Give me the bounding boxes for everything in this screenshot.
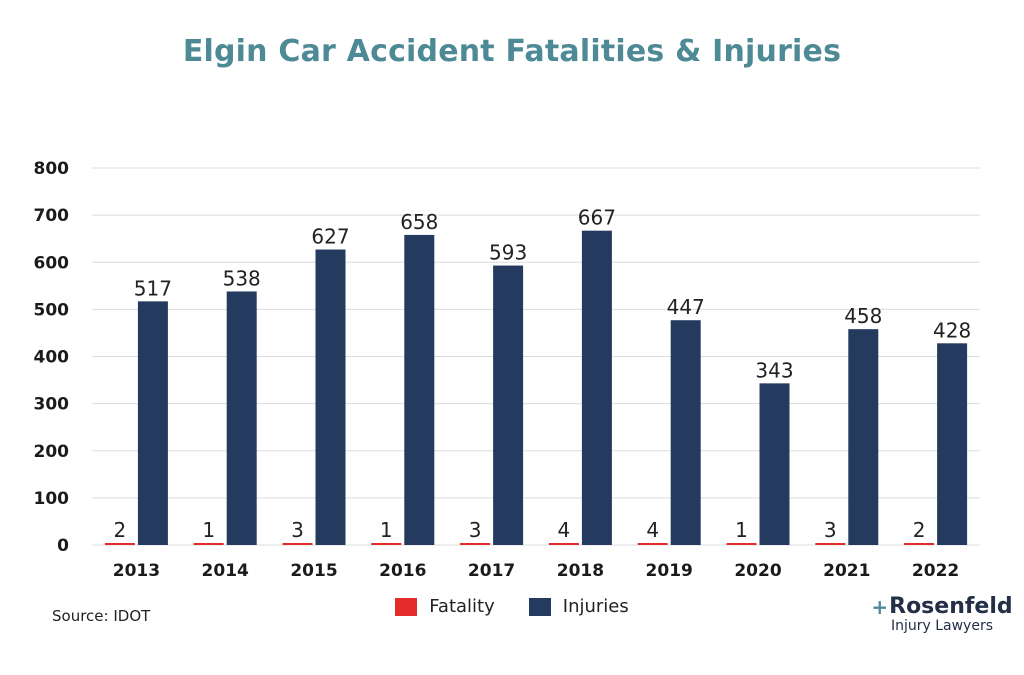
bar-fatality-2017 [460,543,491,545]
data-label-fatality-2013: 2 [114,518,127,542]
x-tick-label: 2022 [912,561,959,581]
bar-injuries-2014 [226,291,257,545]
x-tick-label: 2016 [379,561,426,581]
legend: Fatality Injuries [0,596,1024,617]
legend-item-fatality: Fatality [395,596,495,617]
x-tick-label: 2015 [290,561,337,581]
data-label-fatality-2021: 3 [824,518,837,542]
y-tick-label: 100 [34,489,70,509]
x-tick-label: 2019 [646,561,693,581]
x-tick-label: 2018 [557,561,604,581]
bar-injuries-2021 [848,329,879,545]
bar-fatality-2018 [548,543,579,545]
bar-fatality-2016 [371,543,402,545]
logo: + Rosenfeld Injury Lawyers [871,596,1012,635]
bar-fatality-2022 [904,543,935,545]
bar-injuries-2020 [759,383,790,545]
x-tick-label: 2017 [468,561,515,581]
y-tick-label: 200 [34,442,70,462]
legend-label-fatality: Fatality [429,596,495,617]
y-tick-label: 0 [57,536,69,556]
data-label-injuries-2017: 593 [489,241,527,265]
bar-fatality-2013 [104,543,135,545]
bar-fatality-2020 [726,543,757,545]
logo-cross-icon: + [871,595,889,619]
source-note: Source: IDOT [52,607,151,625]
data-label-fatality-2015: 3 [291,518,304,542]
bar-injuries-2016 [404,234,435,546]
data-label-injuries-2015: 627 [311,225,349,249]
x-tick-label: 2014 [202,561,249,581]
bar-fatality-2014 [193,543,224,545]
bar-injuries-2015 [315,249,346,545]
chart-title: Elgin Car Accident Fatalities & Injuries [182,34,842,69]
legend-swatch-injuries [528,597,551,616]
y-tick-label: 500 [34,300,70,320]
bars [104,230,968,546]
y-tick-label: 800 [34,159,70,179]
data-labels: 2 517 1 538 3 627 1 658 3 593 4 667 4 447 1 343 3 458 2 428 [114,206,972,542]
data-label-injuries-2020: 343 [755,358,793,382]
data-label-injuries-2022: 428 [933,318,971,342]
data-label-fatality-2017: 3 [469,518,482,542]
logo-name: + Rosenfeld [871,596,1012,619]
data-label-fatality-2020: 1 [735,518,748,542]
y-tick-label: 400 [34,348,70,368]
data-label-injuries-2016: 658 [400,210,438,234]
data-label-injuries-2019: 447 [667,295,705,319]
data-label-injuries-2013: 517 [134,276,172,300]
x-tick-label: 2021 [823,561,870,581]
bar-fatality-2021 [815,543,846,545]
data-label-fatality-2018: 4 [558,518,571,542]
bar-injuries-2017 [493,265,524,545]
x-tick-label: 2013 [113,561,160,581]
data-label-fatality-2016: 1 [380,518,393,542]
data-label-injuries-2018: 667 [578,206,616,230]
y-tick-label: 300 [34,395,70,415]
x-tick-label: 2020 [734,561,781,581]
data-label-fatality-2014: 1 [202,518,215,542]
legend-label-injuries: Injuries [562,596,629,617]
y-tick-label: 700 [34,206,70,226]
data-label-fatality-2022: 2 [913,518,926,542]
data-label-injuries-2014: 538 [223,266,261,290]
legend-item-injuries: Injuries [528,596,629,617]
y-tick-label: 600 [34,253,70,273]
bar-injuries-2019 [670,320,701,545]
bar-injuries-2022 [937,343,968,545]
data-label-injuries-2021: 458 [844,304,882,328]
gridlines [92,167,980,546]
y-axis-ticks: 0 100 200 300 400 500 600 700 800 [34,159,70,556]
bar-fatality-2019 [637,543,668,545]
bar-injuries-2013 [137,301,168,545]
legend-swatch-fatality [395,597,418,616]
data-label-fatality-2019: 4 [646,518,659,542]
bar-injuries-2018 [581,230,612,545]
x-axis-ticks: 2013 2014 2015 2016 2017 2018 2019 2020 2021 2022 [113,561,960,581]
logo-tagline: Injury Lawyers [890,618,994,634]
bar-fatality-2015 [282,543,313,545]
logo-wordmark: Rosenfeld [889,594,1013,619]
